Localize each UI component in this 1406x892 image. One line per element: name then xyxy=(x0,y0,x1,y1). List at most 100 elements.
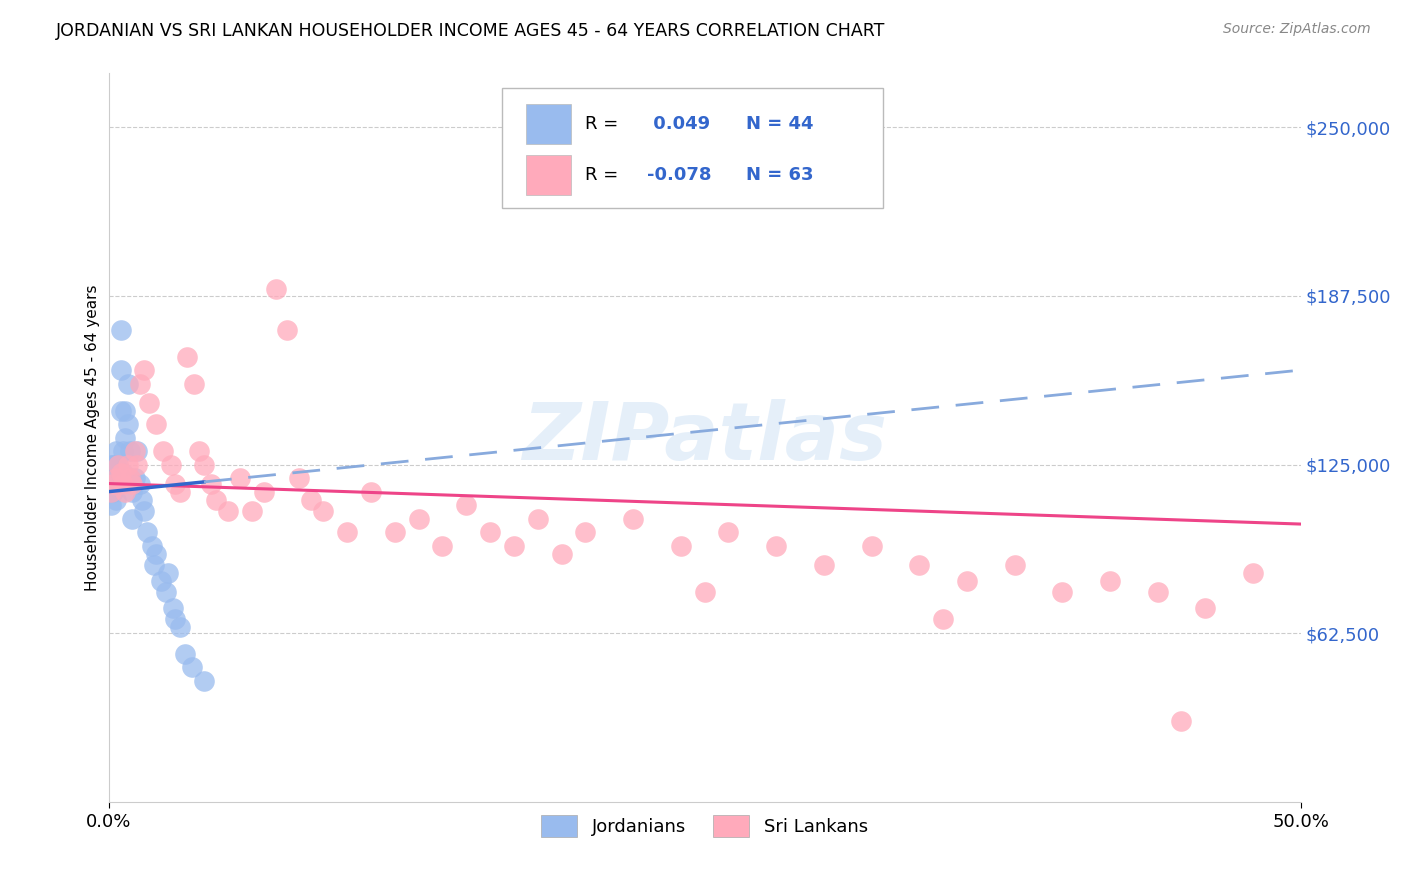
Point xyxy=(479,525,502,540)
Point xyxy=(134,363,156,377)
Text: -0.078: -0.078 xyxy=(647,166,711,184)
Point xyxy=(104,471,127,485)
Point xyxy=(127,444,149,458)
Point xyxy=(117,458,139,472)
Point xyxy=(110,403,132,417)
Point xyxy=(165,476,187,491)
Y-axis label: Householder Income Ages 45 - 64 years: Householder Income Ages 45 - 64 years xyxy=(86,285,100,591)
Point xyxy=(114,403,136,417)
Point xyxy=(503,539,526,553)
Point xyxy=(104,458,127,472)
Point xyxy=(104,492,127,507)
Point xyxy=(240,503,263,517)
Point xyxy=(1004,558,1026,572)
Point xyxy=(276,322,298,336)
Point xyxy=(217,503,239,517)
Point xyxy=(908,558,931,572)
Point xyxy=(264,282,287,296)
Point xyxy=(288,471,311,485)
Point xyxy=(131,492,153,507)
Point xyxy=(1170,714,1192,729)
Point xyxy=(121,484,143,499)
Point xyxy=(104,444,127,458)
Point xyxy=(138,395,160,409)
Legend: Jordanians, Sri Lankans: Jordanians, Sri Lankans xyxy=(534,808,875,845)
Point xyxy=(956,574,979,588)
Point xyxy=(162,600,184,615)
Point xyxy=(107,458,129,472)
Text: N = 63: N = 63 xyxy=(747,166,814,184)
Point xyxy=(299,492,322,507)
Point xyxy=(188,444,211,458)
Point xyxy=(165,611,187,625)
Point xyxy=(669,539,692,553)
Point xyxy=(100,458,122,472)
Point xyxy=(550,547,572,561)
Point xyxy=(110,322,132,336)
Point xyxy=(135,525,157,540)
Point xyxy=(1194,600,1216,615)
Point xyxy=(114,431,136,445)
Point xyxy=(176,350,198,364)
Point xyxy=(181,660,204,674)
Point xyxy=(205,492,228,507)
Point xyxy=(717,525,740,540)
Point xyxy=(621,511,644,525)
Point xyxy=(117,417,139,431)
Point xyxy=(193,458,215,472)
Point xyxy=(103,471,125,485)
Point xyxy=(252,484,274,499)
Point xyxy=(456,498,478,512)
Point xyxy=(124,471,146,485)
Point xyxy=(693,584,716,599)
Point xyxy=(1241,566,1264,580)
Text: R =: R = xyxy=(585,115,624,133)
Point xyxy=(110,466,132,480)
Point xyxy=(193,673,215,688)
Point xyxy=(121,476,143,491)
Point xyxy=(145,417,167,431)
Point xyxy=(860,539,883,553)
Point xyxy=(100,476,122,491)
Point xyxy=(150,574,173,588)
Point xyxy=(103,484,125,499)
Point xyxy=(120,444,142,458)
Point xyxy=(574,525,596,540)
Point xyxy=(114,484,136,499)
Point xyxy=(1052,584,1074,599)
Point xyxy=(932,611,955,625)
Point xyxy=(229,471,252,485)
Point xyxy=(183,376,205,391)
Point xyxy=(336,525,359,540)
Text: 0.049: 0.049 xyxy=(647,115,710,133)
Point xyxy=(100,498,122,512)
Point xyxy=(124,444,146,458)
Point xyxy=(142,558,165,572)
Point xyxy=(169,620,191,634)
Point xyxy=(111,444,134,458)
Point xyxy=(134,503,156,517)
Point xyxy=(408,511,430,525)
Point xyxy=(765,539,787,553)
Point xyxy=(1098,574,1121,588)
Point xyxy=(107,466,129,480)
Point xyxy=(155,584,177,599)
Text: N = 44: N = 44 xyxy=(747,115,814,133)
Point xyxy=(121,511,143,525)
Point xyxy=(384,525,406,540)
Point xyxy=(432,539,454,553)
Point xyxy=(120,471,142,485)
Point xyxy=(100,484,122,499)
Text: Source: ZipAtlas.com: Source: ZipAtlas.com xyxy=(1223,22,1371,37)
Text: ZIPatlas: ZIPatlas xyxy=(522,399,887,476)
Point xyxy=(360,484,382,499)
Point xyxy=(174,647,197,661)
Point xyxy=(159,458,181,472)
Point xyxy=(200,476,222,491)
Point xyxy=(157,566,180,580)
Point xyxy=(141,539,163,553)
Point xyxy=(107,458,129,472)
Point xyxy=(152,444,174,458)
Point xyxy=(127,458,149,472)
Point xyxy=(145,547,167,561)
